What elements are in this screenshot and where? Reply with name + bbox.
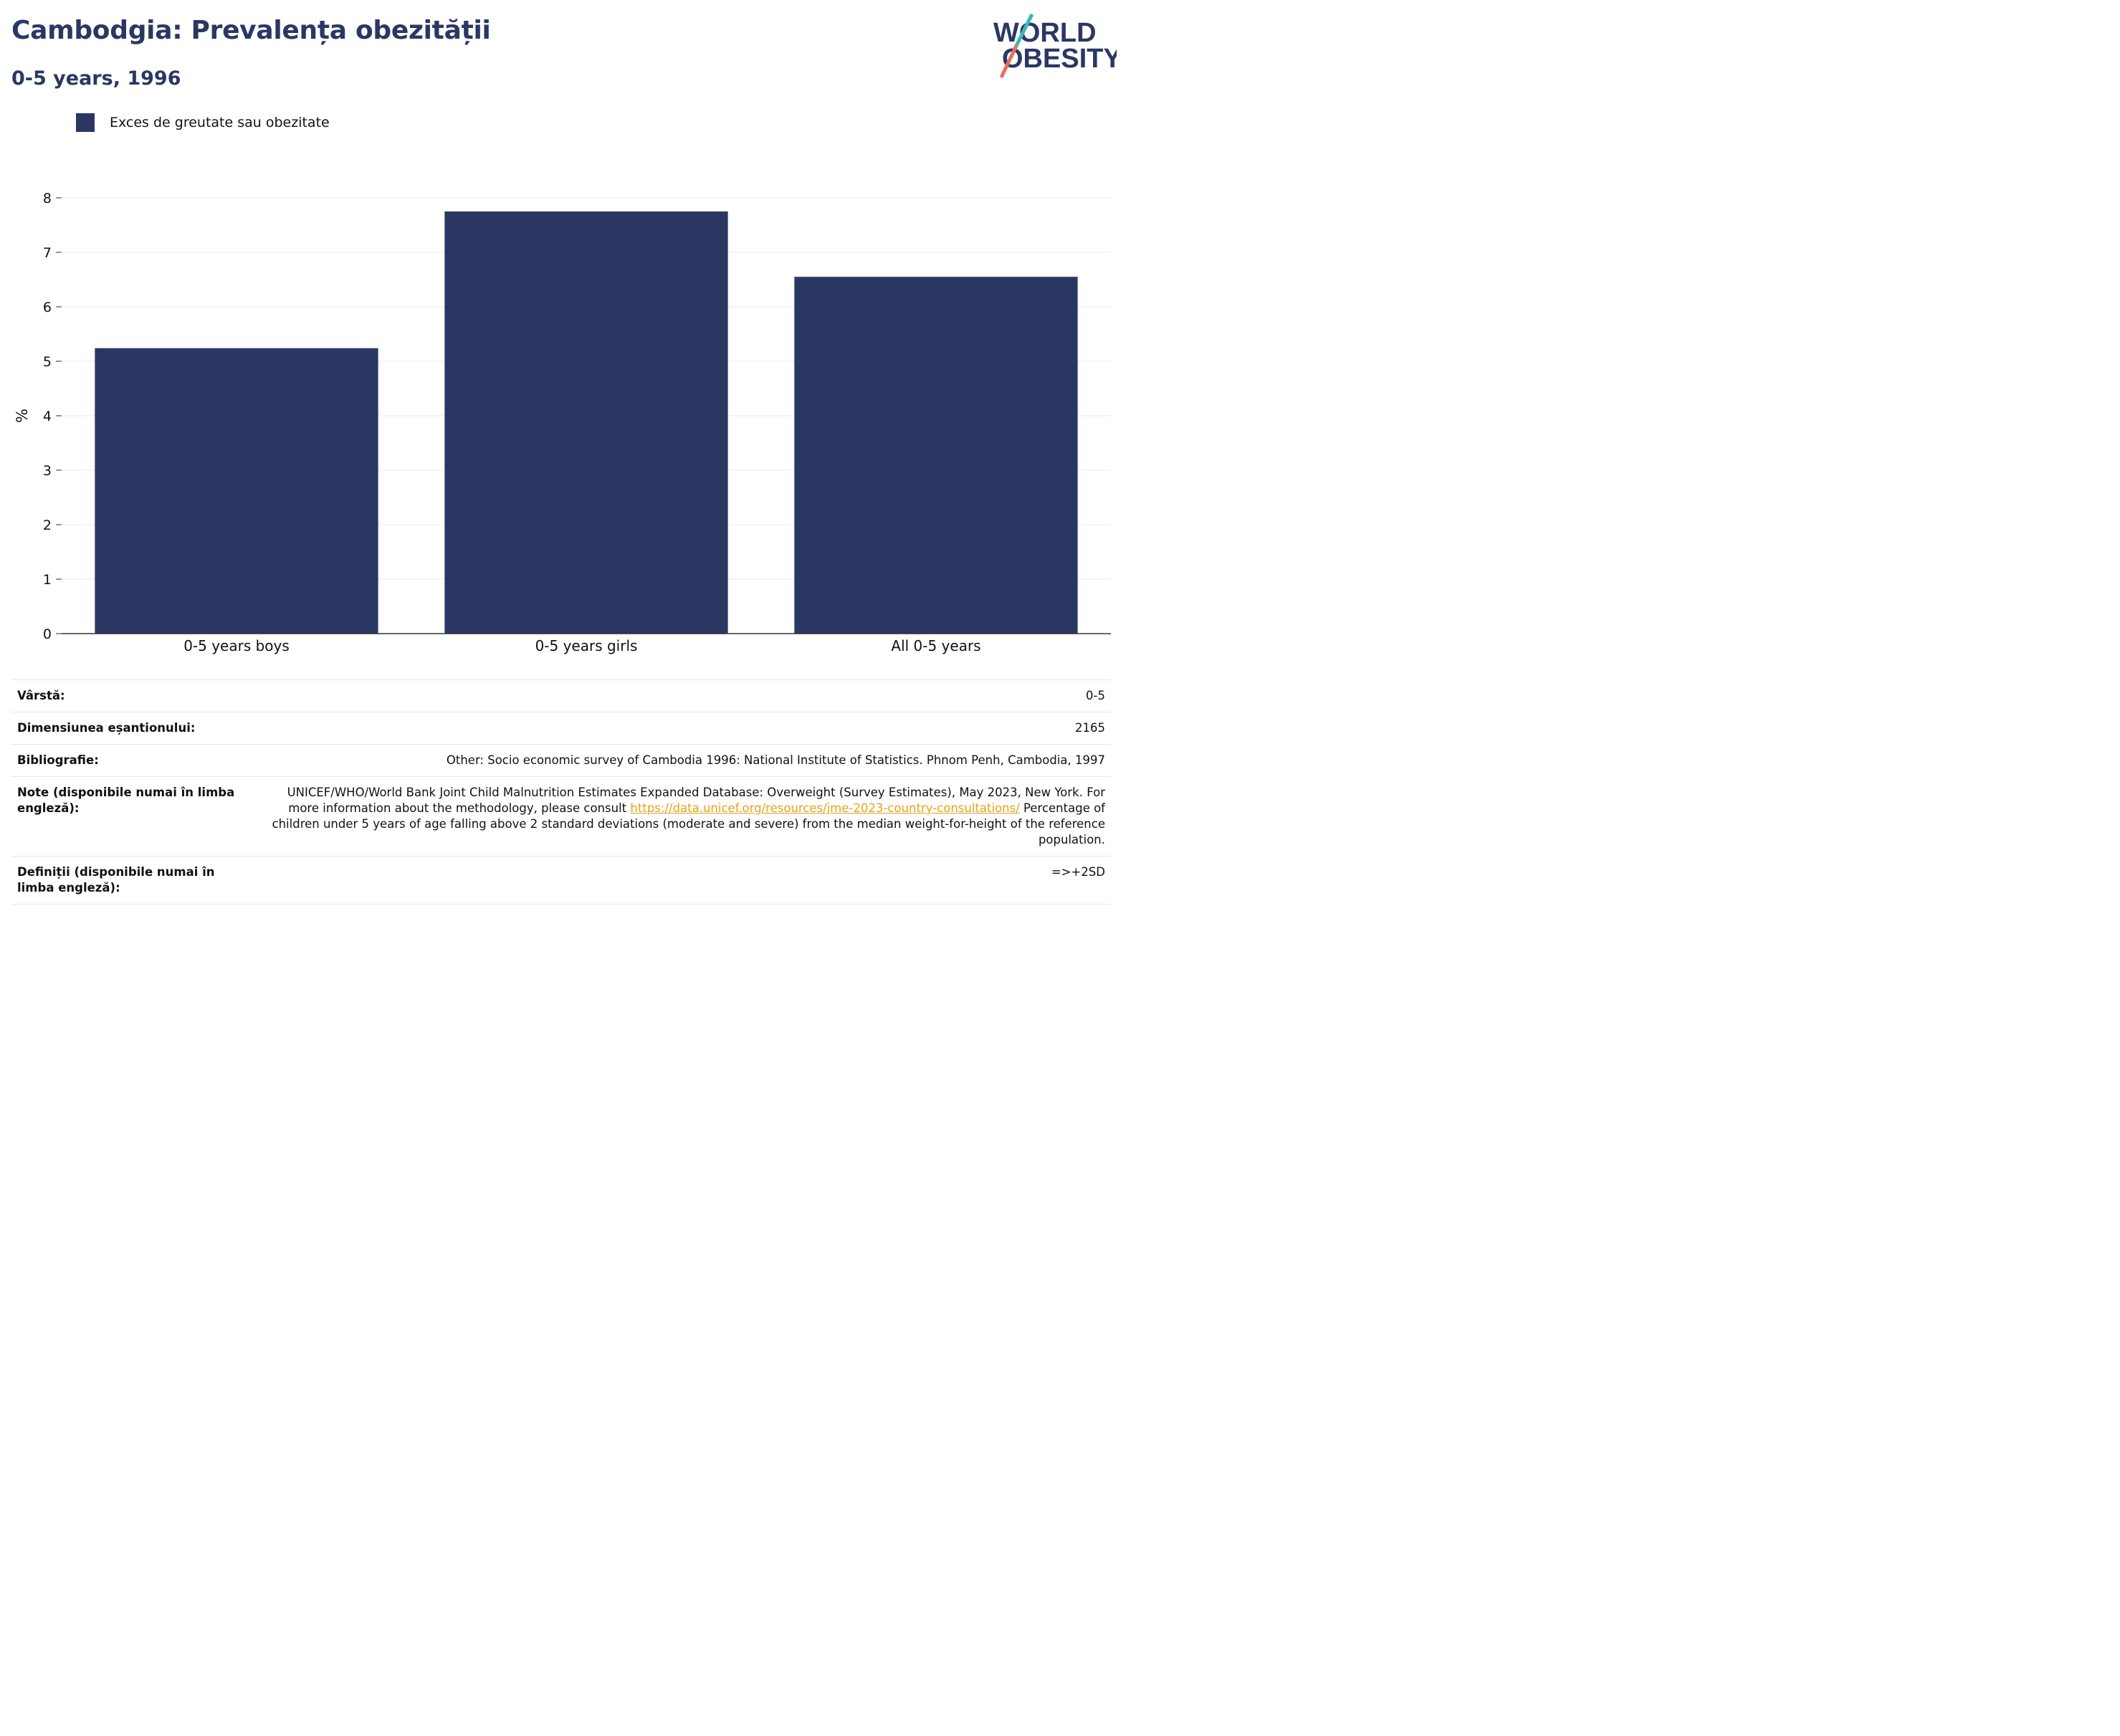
y-axis-label: %	[14, 409, 31, 423]
y-tick-label: 6	[43, 300, 52, 315]
page-title: Cambodgia: Prevalența obezității	[11, 16, 491, 45]
info-key: Dimensiunea eșantionului:	[17, 721, 196, 735]
legend-label: Exces de greutate sau obezitate	[110, 115, 330, 130]
info-row-sample-size: Dimensiunea eșantionului: 2165	[11, 712, 1111, 744]
bar	[95, 348, 378, 634]
y-tick-label: 5	[43, 354, 52, 370]
info-value: UNICEF/WHO/World Bank Joint Child Malnut…	[254, 785, 1105, 848]
bar-chart: 0 1 2 3 4 5 6 7 8% 0-5 years boys 0-5 years girls A…	[14, 191, 1111, 654]
notes-text-pre: UNICEF/WHO/World Bank Joint Child Malnut…	[287, 786, 1105, 815]
notes-text-post: Percentage of children under 5 years of …	[272, 801, 1105, 846]
y-tick-label: 4	[43, 409, 52, 424]
info-key: Definiții (disponibile numai în limba en…	[17, 865, 215, 895]
x-tick-label: 0-5 years girls	[535, 637, 638, 654]
info-value: =>+2SD	[1051, 865, 1105, 879]
bar	[444, 211, 728, 634]
info-value: Other: Socio economic survey of Cambodia…	[446, 753, 1105, 767]
info-value: 0-5	[1086, 689, 1105, 702]
info-table: Vârstă: 0-5 Dimensiunea eșantionului: 21…	[11, 679, 1111, 905]
x-tick-label: 0-5 years boys	[183, 637, 290, 654]
y-tick-label: 0	[43, 626, 52, 642]
y-tick-label: 1	[43, 572, 52, 588]
y-tick-label: 3	[43, 463, 52, 479]
logo-word-obesity: OBESITY	[1002, 44, 1117, 74]
logo-slash-coral	[999, 44, 1018, 79]
logo-slash-teal	[1014, 13, 1034, 47]
info-key: Note (disponibile numai în limba engleză…	[17, 786, 235, 815]
info-key: Bibliografie:	[17, 753, 99, 767]
chart-legend[interactable]: Exces de greutate sau obezitate	[76, 113, 330, 132]
info-key: Vârstă:	[17, 689, 65, 702]
info-row-age: Vârstă: 0-5	[11, 679, 1111, 712]
y-tick-label: 7	[43, 245, 52, 261]
info-value: 2165	[1075, 721, 1105, 735]
info-row-bibliography: Bibliografie: Other: Socio economic surv…	[11, 744, 1111, 776]
legend-swatch	[76, 113, 95, 132]
y-tick-label: 8	[43, 191, 52, 206]
y-tick-label: 2	[43, 518, 52, 533]
methodology-link[interactable]: https://data.unicef.org/resources/jme-20…	[630, 801, 1020, 815]
x-tick-label: All 0-5 years	[891, 637, 980, 654]
page-subtitle: 0-5 years, 1996	[11, 67, 181, 90]
bar	[794, 277, 1078, 634]
info-row-notes: Note (disponibile numai în limba engleză…	[11, 776, 1111, 856]
world-obesity-logo[interactable]: WORLD OBESITY	[989, 11, 1117, 80]
logo-word-world: WORLD	[993, 18, 1097, 48]
info-row-definitions: Definiții (disponibile numai în limba en…	[11, 856, 1111, 905]
